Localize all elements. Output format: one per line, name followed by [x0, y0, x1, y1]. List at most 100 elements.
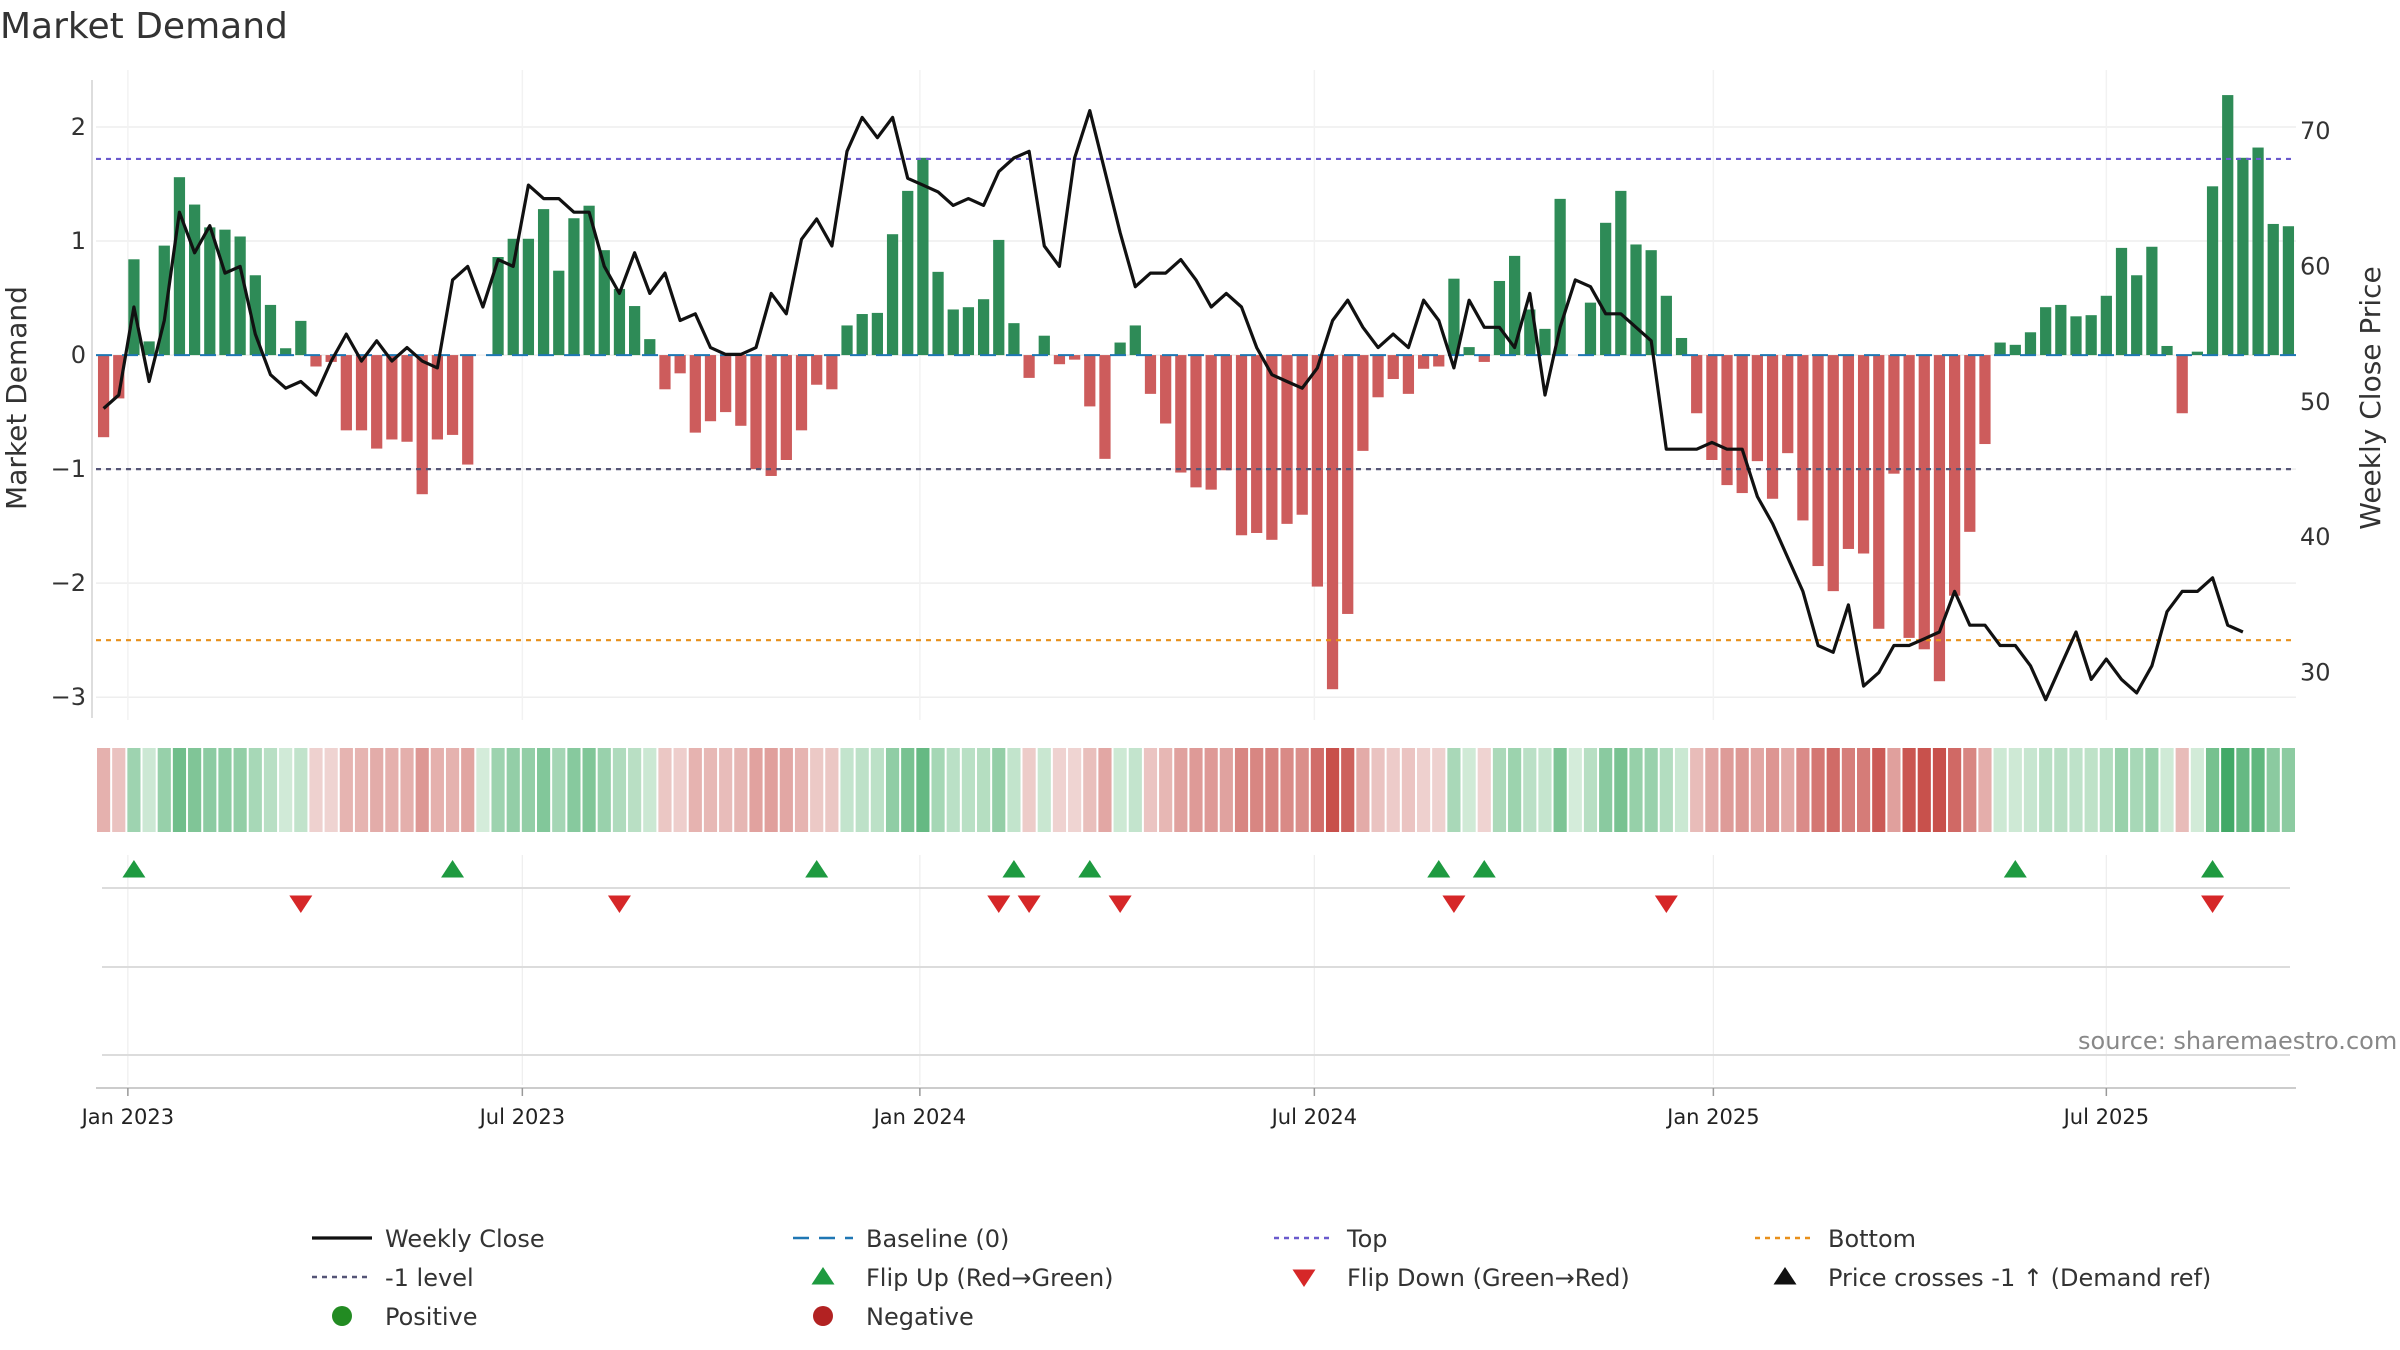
heat-cell	[2145, 748, 2159, 832]
demand-bar-positive	[1448, 278, 1460, 356]
demand-bar-positive	[1129, 325, 1141, 356]
demand-bar-positive	[2222, 95, 2234, 356]
heat-cell	[354, 748, 369, 832]
demand-bar-negative	[765, 355, 777, 476]
demand-bar-positive	[886, 234, 899, 356]
demand-bar-negative	[1372, 355, 1384, 398]
demand-bar-positive	[629, 306, 641, 356]
legend-swatch-triangle-up	[811, 1267, 835, 1285]
heat-cell	[2160, 748, 2174, 832]
demand-bar-negative	[1964, 355, 1976, 532]
y2-tick-label: 70	[2300, 117, 2331, 145]
demand-bar-positive	[1463, 347, 1475, 356]
heat-cell	[2114, 748, 2129, 832]
demand-bar-positive	[1645, 250, 1657, 356]
heat-cell	[1963, 748, 1977, 832]
demand-bar-negative	[750, 355, 762, 470]
flip-up-marker	[441, 860, 465, 878]
heat-cell	[2069, 748, 2083, 832]
demand-bar-positive	[1554, 198, 1566, 356]
heat-cell	[552, 748, 566, 832]
demand-bar-positive	[644, 339, 656, 356]
y2-tick-label: 30	[2300, 659, 2331, 687]
demand-bar-negative	[1205, 355, 1217, 490]
heat-cell	[506, 748, 520, 832]
legend-item: Positive	[332, 1303, 478, 1331]
heat-cell	[885, 748, 900, 832]
demand-bar-positive	[2085, 315, 2097, 356]
demand-bar-positive	[2115, 247, 2128, 356]
legend-label: Bottom	[1828, 1225, 1916, 1253]
heat-cell	[1098, 748, 1112, 832]
heat-cell	[2039, 748, 2053, 832]
demand-bar-negative	[1326, 355, 1339, 690]
demand-bar-positive	[1615, 190, 1627, 356]
legend-label: Flip Down (Green→Red)	[1347, 1264, 1630, 1292]
grid-layer	[96, 70, 2296, 1085]
demand-bar-negative	[1691, 355, 1703, 414]
demand-bar-negative	[1069, 355, 1081, 360]
demand-bar-positive	[249, 275, 261, 356]
demand-bar-positive	[932, 271, 944, 356]
demand-bar-positive	[2070, 316, 2082, 356]
heat-cell	[658, 748, 672, 832]
flip-down-marker	[987, 895, 1011, 913]
demand-bar-negative	[720, 355, 732, 413]
legend-swatch-triangle-black	[1773, 1267, 1797, 1285]
legend-item: Price crosses -1 ↑ (Demand ref)	[1773, 1264, 2211, 1292]
heat-cell	[840, 748, 854, 832]
demand-bar-positive	[1524, 309, 1536, 356]
demand-bar-negative	[659, 355, 671, 390]
demand-bar-negative	[689, 355, 701, 433]
heat-cell	[97, 748, 111, 832]
demand-bar-positive	[2161, 345, 2173, 356]
demand-bar-negative	[1979, 355, 1991, 445]
flip-down-marker	[1017, 895, 1041, 913]
heat-cell	[779, 748, 793, 832]
demand-bar-positive	[204, 227, 216, 356]
heat-cell	[309, 748, 323, 832]
demand-bar-positive	[902, 190, 914, 356]
heat-cell	[1568, 748, 1582, 832]
heat-cell	[1401, 748, 1415, 832]
legend-label: Positive	[385, 1303, 478, 1331]
heat-cell	[1659, 748, 1673, 832]
demand-bar-positive	[158, 245, 170, 356]
demand-bar-negative	[811, 355, 823, 385]
demand-bar-negative	[780, 355, 792, 460]
demand-bar-negative	[1857, 355, 1870, 554]
heat-cell	[248, 748, 262, 832]
heat-cell	[1234, 748, 1249, 832]
heat-cell	[2281, 748, 2295, 832]
heat-cell	[279, 748, 293, 832]
demand-bar-negative	[1797, 355, 1809, 521]
legend-swatch-triangle-down	[1292, 1269, 1316, 1287]
heat-cell	[339, 748, 353, 832]
heat-cell	[1674, 748, 1689, 832]
demand-bar-negative	[1721, 355, 1733, 486]
heat-cell	[2221, 748, 2235, 832]
demand-bar-negative	[1751, 355, 1763, 462]
demand-bar-positive	[1114, 342, 1126, 356]
heat-cell	[1705, 748, 1719, 832]
heat-cell	[430, 748, 444, 832]
y-axis-label: Market Demand	[0, 286, 33, 510]
heat-cell	[1614, 748, 1628, 832]
legend-item: Flip Up (Red→Green)	[811, 1264, 1114, 1292]
demand-bar-negative	[1903, 355, 1915, 638]
demand-bar-negative	[1220, 355, 1232, 471]
demand-bar-negative	[1144, 355, 1157, 394]
heat-cell	[643, 748, 657, 832]
demand-bar-negative	[1918, 355, 1930, 650]
legend-item: Flip Down (Green→Red)	[1292, 1264, 1630, 1292]
demand-bar-negative	[386, 355, 398, 440]
heat-cell	[2205, 748, 2220, 832]
heat-cell	[172, 748, 187, 832]
flip-down-marker	[1654, 895, 1678, 913]
demand-bar-positive	[537, 209, 550, 356]
heat-cell	[582, 748, 596, 832]
heat-cell	[370, 748, 384, 832]
demand-bar-negative	[1053, 355, 1066, 365]
x-tick-label: Jul 2023	[478, 1105, 565, 1129]
x-tick-label: Jul 2025	[2062, 1105, 2149, 1129]
